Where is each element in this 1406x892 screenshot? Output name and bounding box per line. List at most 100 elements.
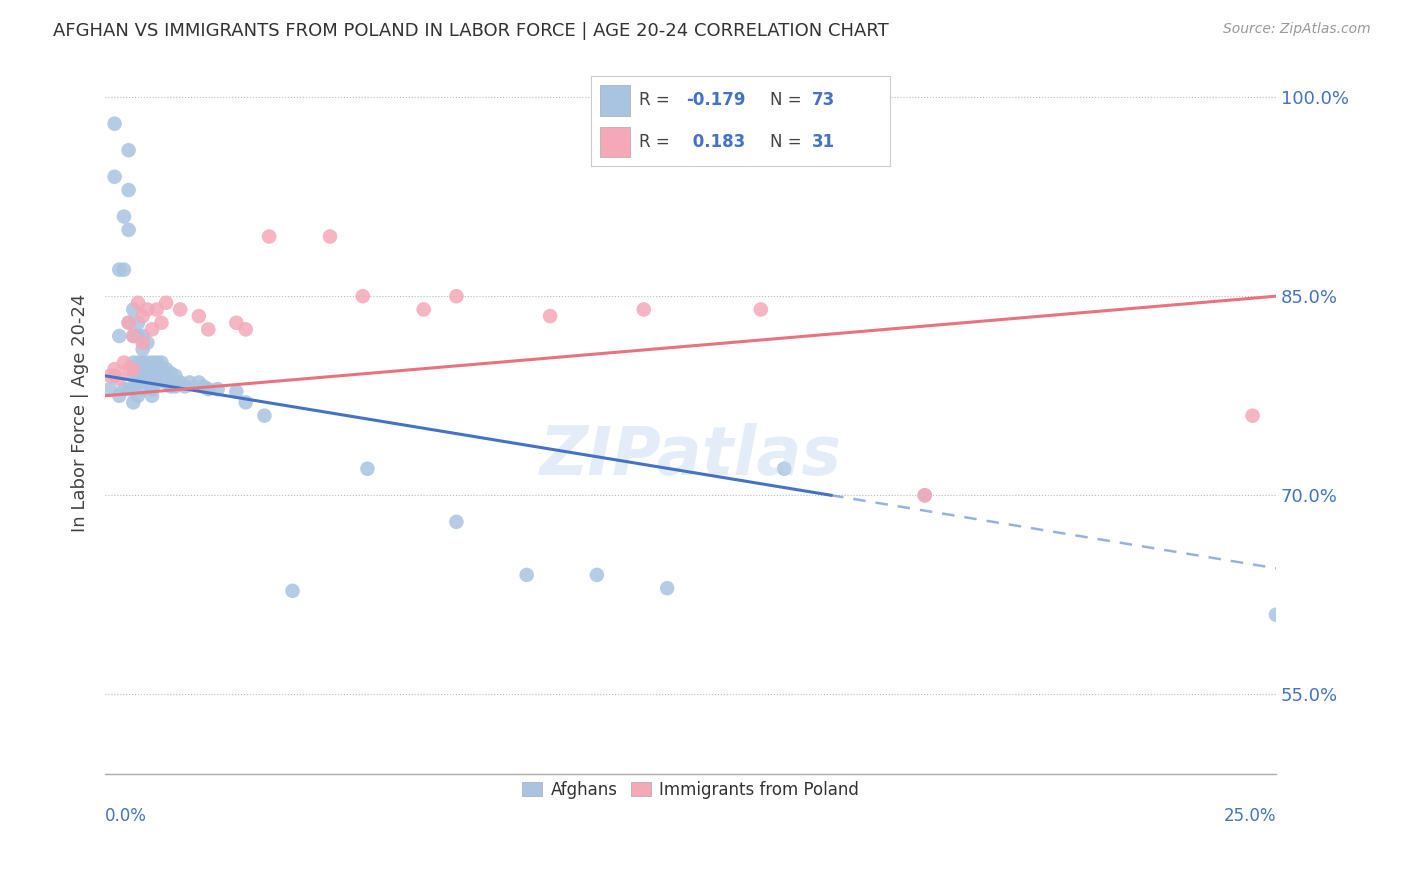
Point [136,302,159,317]
Point [281,583,304,598]
Point [633,302,655,317]
Point [127,389,149,403]
Point [169,376,191,390]
Point [914,488,936,502]
Point [1265,607,1288,622]
Point [122,382,145,396]
Point [145,376,167,390]
Point [122,395,145,409]
Point [538,309,561,323]
Point [197,382,219,396]
Point [127,376,149,390]
Point [103,169,125,184]
Point [127,368,149,383]
Point [155,362,177,376]
Point [150,371,173,385]
Point [103,117,125,131]
Point [131,309,153,323]
Point [356,461,378,475]
Point [225,384,247,399]
Point [193,379,215,393]
Point [117,223,139,237]
Point [235,395,257,409]
Point [103,362,125,376]
Point [136,355,159,369]
Point [197,322,219,336]
Point [131,335,153,350]
Point [127,355,149,369]
Point [165,379,187,393]
Point [257,229,280,244]
Point [145,366,167,380]
Point [112,355,135,369]
Point [141,382,163,396]
Point [165,368,187,383]
Point [127,296,149,310]
Point [127,329,149,343]
Point [122,329,145,343]
Point [108,371,131,385]
Point [155,296,177,310]
Point [446,515,468,529]
Legend: Afghans, Immigrants from Poland: Afghans, Immigrants from Poland [516,774,866,805]
Point [136,376,159,390]
Y-axis label: In Labor Force | Age 20-24: In Labor Force | Age 20-24 [72,293,89,532]
Point [98,382,121,396]
Point [98,368,121,383]
Point [173,379,195,393]
Text: Source: ZipAtlas.com: Source: ZipAtlas.com [1223,22,1371,37]
Point [127,316,149,330]
Point [150,362,173,376]
Text: 0.0%: 0.0% [105,807,148,825]
Point [122,368,145,383]
Point [179,376,201,390]
Point [112,382,135,396]
Point [145,302,167,317]
Point [117,183,139,197]
Point [141,362,163,376]
Point [150,316,173,330]
Point [122,329,145,343]
Point [141,389,163,403]
Point [145,355,167,369]
Point [657,581,679,595]
Point [136,335,159,350]
Point [207,382,229,396]
Point [141,322,163,336]
Point [122,302,145,317]
Point [352,289,374,303]
Point [117,382,139,396]
Point [117,316,139,330]
Point [141,355,163,369]
Point [159,366,181,380]
Point [117,362,139,376]
Point [112,210,135,224]
Point [516,568,538,582]
Point [319,229,342,244]
Point [773,461,796,475]
Point [253,409,276,423]
Point [131,355,153,369]
Point [131,371,153,385]
Point [446,289,468,303]
Point [117,316,139,330]
Point [225,316,247,330]
Point [131,343,153,357]
Point [117,143,139,157]
Point [141,371,163,385]
Text: AFGHAN VS IMMIGRANTS FROM POLAND IN LABOR FORCE | AGE 20-24 CORRELATION CHART: AFGHAN VS IMMIGRANTS FROM POLAND IN LABO… [53,22,889,40]
Point [187,376,209,390]
Point [412,302,434,317]
Point [150,355,173,369]
Point [187,309,209,323]
Point [235,322,257,336]
Point [131,382,153,396]
Point [1241,409,1264,423]
Point [131,362,153,376]
Point [136,366,159,380]
Point [159,379,181,393]
Point [108,389,131,403]
Point [108,329,131,343]
Text: ZIPatlas: ZIPatlas [540,423,842,489]
Point [749,302,772,317]
